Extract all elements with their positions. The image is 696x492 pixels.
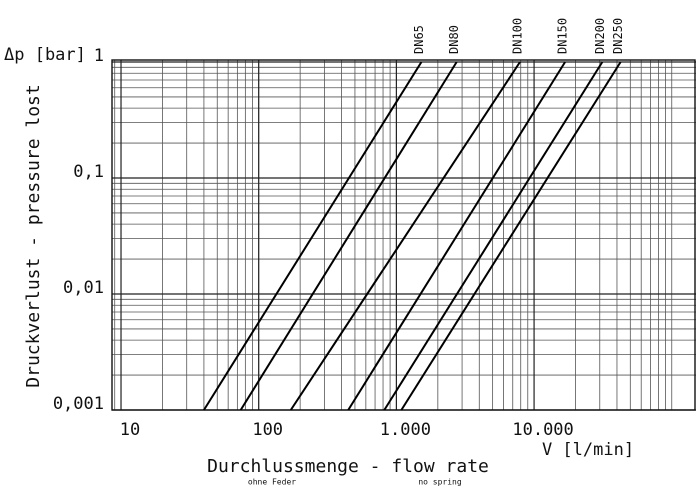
legend-label: DN65	[412, 25, 426, 54]
y-tick-label: 0,001	[53, 394, 104, 414]
legend-label: DN80	[447, 25, 461, 54]
series-line	[400, 61, 622, 411]
note: no spring	[418, 478, 462, 487]
x-axis-title: Durchlussmenge - flow rate	[207, 456, 489, 477]
series-line	[239, 61, 458, 411]
x-tick-label: 10.000	[512, 420, 573, 440]
legend-label: DN200	[593, 18, 607, 54]
note: ohne Feder	[248, 478, 296, 487]
legend-label: DN250	[611, 18, 625, 54]
legend-label: DN150	[556, 18, 570, 54]
y-unit-label: Δp [bar]	[4, 45, 86, 65]
series-line	[289, 61, 521, 411]
y-tick-label: 0,01	[63, 278, 104, 298]
series-line	[203, 61, 423, 411]
series-line	[383, 61, 604, 411]
x-tick-label: 10	[120, 420, 140, 440]
y-tick-label: 0,1	[73, 162, 104, 182]
x-tick-label: 100	[252, 420, 283, 440]
y-axis-title: Druckverlust - pressure lost	[23, 84, 44, 387]
y-tick-label: 1	[94, 46, 104, 66]
plot-frame	[111, 59, 696, 411]
x-unit-label: V [l/min]	[542, 440, 634, 460]
x-tick-label: 1.000	[380, 420, 431, 440]
series-line	[347, 61, 566, 411]
legend-label: DN100	[510, 18, 524, 54]
